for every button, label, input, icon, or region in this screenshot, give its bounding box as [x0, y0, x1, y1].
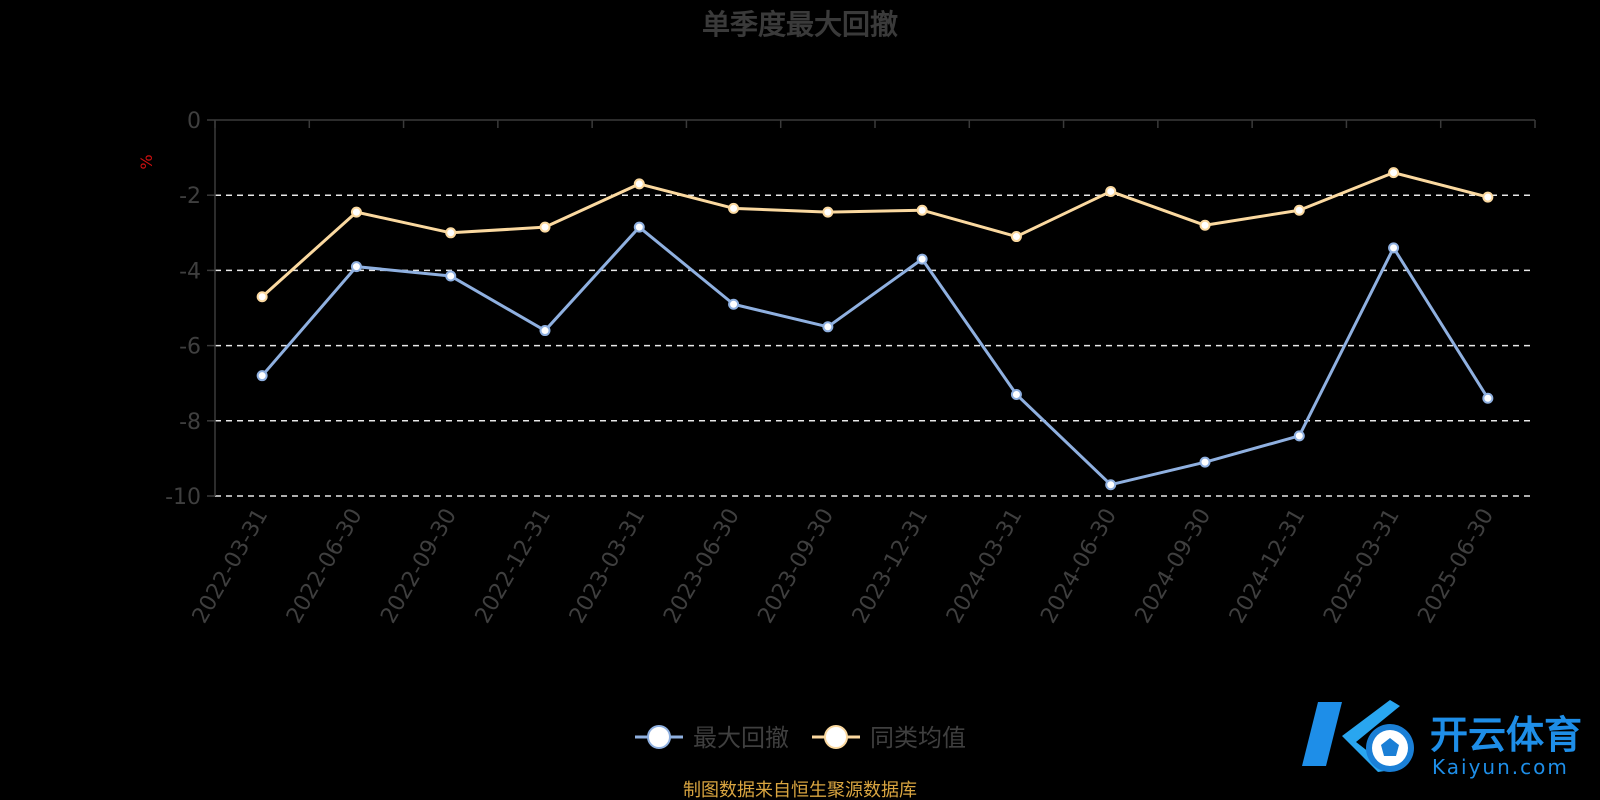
series-2-point	[1388, 167, 1400, 179]
series-2-point	[256, 291, 268, 303]
series-1-point	[822, 321, 834, 333]
x-tick-label: 2022-06-30	[282, 505, 368, 628]
grid-lines	[215, 194, 1535, 497]
series-2-point	[1482, 191, 1494, 203]
x-tick-label: 2022-03-31	[188, 505, 274, 628]
x-tick-labels: 2022-03-31 2022-06-30 2022-09-30 2022-12-31…	[188, 504, 1499, 627]
series-1-point	[1010, 388, 1022, 400]
y-tick-label: -6	[179, 335, 201, 360]
legend-swatch-marker	[647, 725, 671, 749]
series-1-point	[350, 261, 362, 273]
series-line-1	[261, 225, 1490, 487]
series-2-point	[1010, 231, 1022, 243]
x-tick-label: 2023-06-30	[659, 505, 745, 628]
series-group	[256, 167, 1494, 491]
kaiyun-logo-cn: 开云体育	[1430, 713, 1582, 757]
legend-label: 同类均值	[870, 724, 966, 752]
data-source-note: 制图数据来自恒生聚源数据库	[683, 780, 917, 800]
series-2-point	[445, 227, 457, 239]
series-1-point	[633, 221, 645, 233]
legend-swatch-marker	[824, 725, 848, 749]
series-1-point	[916, 253, 928, 265]
series-2-point	[539, 221, 551, 233]
series-1-point	[1388, 242, 1400, 254]
series-2-point	[1105, 185, 1117, 197]
x-tick-label: 2025-03-31	[1319, 505, 1405, 628]
series-line-2	[261, 171, 1489, 298]
y-axis-unit: %	[137, 154, 156, 169]
x-tick-label: 2024-03-31	[942, 505, 1028, 628]
kaiyun-logo-mark	[1302, 700, 1414, 772]
y-tick-label: -2	[179, 184, 201, 209]
y-tick-label: -8	[179, 410, 201, 435]
kaiyun-logo: 开云体育 Kaiyun.com	[1302, 700, 1582, 779]
series-1-point	[728, 298, 740, 310]
x-tick-label: 2023-03-31	[565, 505, 651, 628]
legend-label: 最大回撤	[693, 724, 789, 752]
series-2-point	[822, 206, 834, 218]
axes	[207, 119, 1536, 497]
x-tick-label: 2024-06-30	[1036, 505, 1122, 628]
x-tick-label: 2022-09-30	[376, 505, 462, 628]
y-tick-label: -4	[179, 259, 201, 284]
series-1-point	[1199, 456, 1211, 468]
series-2-point	[1293, 204, 1305, 216]
series-1-point	[1293, 430, 1305, 442]
legend[interactable]: 最大回撤 同类均值	[635, 724, 966, 752]
series-1-point	[445, 270, 457, 282]
series-1-point	[256, 370, 268, 382]
series-2-point	[916, 204, 928, 216]
series-1-point	[1482, 392, 1494, 404]
x-tick-label: 2022-12-31	[471, 505, 557, 628]
x-tick-label: 2025-06-30	[1413, 505, 1499, 628]
y-tick-labels: 0 -2 -4 -6 -8 -10	[165, 109, 201, 510]
x-tick-label: 2023-12-31	[848, 504, 934, 627]
series-2-point	[350, 206, 362, 218]
series-2-point	[728, 202, 740, 214]
y-tick-label: -10	[165, 485, 201, 510]
series-1-point	[1105, 479, 1117, 491]
chart-title: 单季度最大回撤	[702, 8, 898, 41]
series-2-point	[1199, 219, 1211, 231]
y-tick-label: 0	[187, 109, 201, 134]
x-tick-label: 2023-09-30	[753, 505, 839, 628]
series-1-point	[539, 325, 551, 337]
kaiyun-logo-en: Kaiyun.com	[1432, 755, 1569, 779]
x-tick-label: 2024-09-30	[1131, 505, 1217, 628]
x-tick-label: 2024-12-31	[1225, 505, 1311, 628]
series-2-point	[633, 178, 645, 190]
